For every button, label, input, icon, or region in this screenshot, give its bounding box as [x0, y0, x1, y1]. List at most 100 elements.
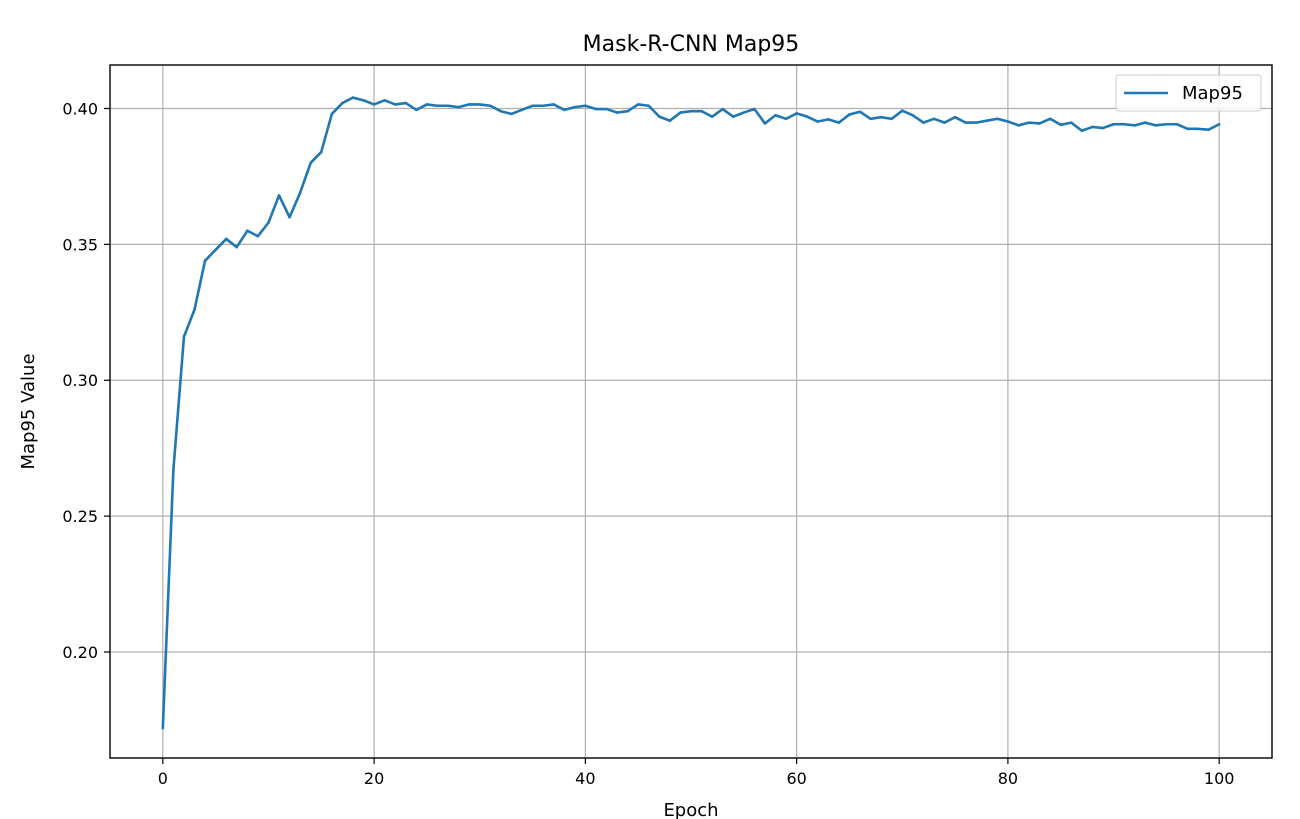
- data-point: [1133, 124, 1136, 127]
- grid: [110, 65, 1272, 758]
- x-tick-label: 100: [1204, 769, 1235, 788]
- chart-title: Mask-R-CNN Map95: [583, 32, 800, 57]
- data-point: [816, 120, 820, 123]
- data-point: [1217, 122, 1221, 126]
- data-point: [1112, 122, 1115, 126]
- data-point: [541, 104, 545, 108]
- data-point: [922, 121, 925, 124]
- data-point: [372, 103, 376, 106]
- data-point: [753, 107, 756, 111]
- data-point: [277, 194, 281, 197]
- data-point: [784, 117, 788, 121]
- data-point: [658, 115, 661, 118]
- data-point: [1186, 127, 1189, 131]
- data-point: [330, 112, 334, 116]
- data-point: [288, 215, 291, 219]
- data-point: [404, 101, 408, 105]
- data-point: [964, 121, 967, 124]
- x-axis: 0 20 40 60 80 100: [158, 758, 1235, 788]
- data-point: [869, 117, 872, 121]
- data-point: [837, 121, 841, 124]
- data-point: [193, 308, 196, 311]
- data-point: [224, 237, 228, 241]
- data-point: [520, 108, 524, 112]
- data-point: [256, 234, 260, 238]
- data-point: [996, 117, 999, 121]
- data-point: [795, 112, 798, 115]
- data-point: [436, 104, 439, 108]
- data-point: [1196, 127, 1200, 131]
- data-point: [679, 111, 682, 114]
- y-axis: 0.20 0.25 0.30 0.35 0.40: [62, 99, 110, 662]
- x-tick-label: 0: [158, 769, 168, 788]
- data-point: [700, 109, 703, 113]
- data-point: [584, 104, 587, 108]
- data-point: [573, 105, 577, 109]
- data-point: [763, 122, 767, 125]
- data-point: [235, 245, 239, 249]
- data-point: [510, 112, 513, 116]
- data-point: [1048, 117, 1052, 121]
- data-point: [1207, 128, 1210, 131]
- y-tick-label: 0.25: [62, 507, 98, 526]
- data-point: [636, 103, 640, 106]
- data-point: [689, 109, 693, 113]
- y-tick-label: 0.20: [62, 643, 98, 662]
- x-tick-label: 80: [998, 769, 1018, 788]
- x-tick-label: 20: [364, 769, 384, 788]
- data-point: [499, 109, 503, 113]
- data-point: [203, 259, 207, 262]
- plot-frame: [109, 64, 1273, 759]
- data-point: [1069, 121, 1073, 124]
- data-point: [415, 108, 418, 112]
- legend-label: Map95: [1182, 83, 1243, 104]
- data-point: [943, 121, 946, 124]
- data-point: [488, 104, 492, 108]
- data-point: [900, 109, 904, 112]
- data-point: [319, 150, 323, 154]
- data-point: [562, 108, 566, 112]
- data-point: [1059, 123, 1063, 127]
- data-point: [182, 335, 186, 339]
- data-point: [1154, 124, 1158, 127]
- data-point: [214, 248, 217, 252]
- x-axis-label: Epoch: [663, 800, 718, 819]
- data-point: [1027, 121, 1031, 124]
- data-point: [246, 229, 249, 233]
- data-point: [351, 96, 355, 99]
- data-point: [647, 104, 651, 108]
- x-tick-label: 60: [786, 769, 806, 788]
- data-point: [1006, 120, 1010, 123]
- y-axis-label: Map95 Value: [18, 353, 39, 469]
- data-point: [594, 107, 598, 111]
- data-point: [879, 115, 883, 119]
- data-point: [393, 103, 397, 106]
- data-point: [383, 99, 386, 102]
- data-point: [531, 104, 534, 108]
- data-point: [1175, 122, 1179, 126]
- y-tick-label: 0.35: [62, 235, 98, 254]
- data-point: [1143, 121, 1147, 124]
- data-point: [552, 103, 555, 106]
- data-point: [172, 468, 175, 472]
- data-point: [1080, 129, 1084, 133]
- data-point: [1122, 122, 1126, 126]
- data-point: [1091, 125, 1094, 129]
- data-point: [1101, 126, 1105, 130]
- data-point: [731, 115, 735, 118]
- legend-box: [1115, 74, 1262, 112]
- data-point: [615, 111, 619, 114]
- data-point: [1038, 122, 1041, 125]
- data-point: [161, 726, 165, 730]
- data-point: [848, 113, 851, 116]
- data-point: [341, 101, 344, 105]
- data-point: [721, 107, 724, 111]
- data-point: [362, 99, 365, 102]
- legend: Map95: [1115, 74, 1262, 112]
- data-point: [298, 191, 302, 195]
- data-point: [446, 104, 450, 108]
- data-point: [890, 117, 894, 121]
- data-point: [1165, 122, 1168, 126]
